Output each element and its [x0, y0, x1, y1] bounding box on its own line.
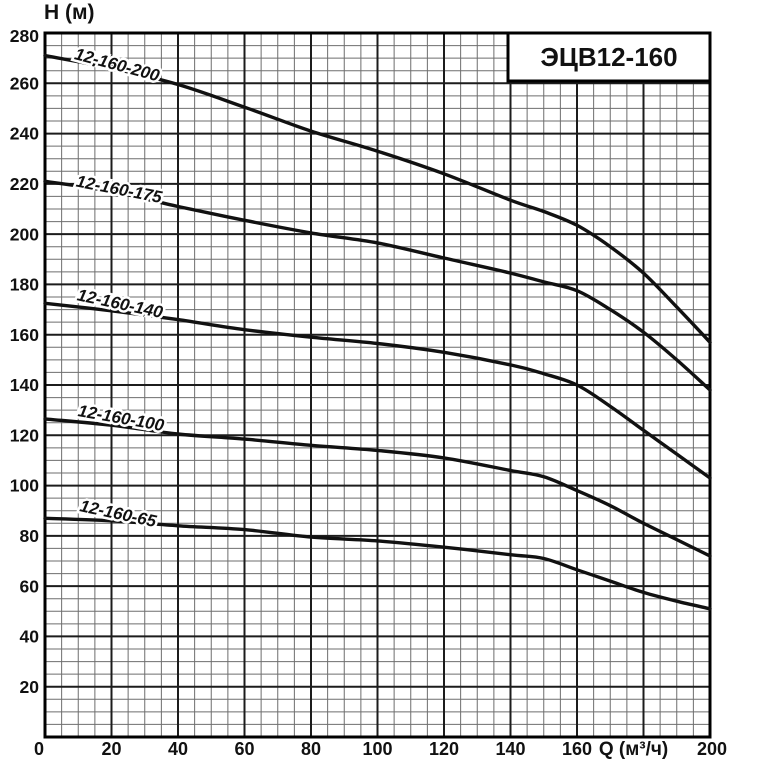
plot-border	[43, 31, 712, 739]
curve-label-12-160-140: 12-160-140	[76, 285, 166, 322]
curve-label-12-160-100: 12-160-100	[77, 401, 166, 435]
chart-title-box	[506, 31, 712, 83]
y-tick-label: 280	[10, 26, 39, 46]
curves	[43, 53, 712, 611]
curve-12-160-140	[43, 301, 712, 480]
y-tick-label: 140	[10, 375, 39, 395]
x-tick-label: 120	[429, 739, 459, 759]
curve-12-160-100	[43, 417, 712, 558]
y-tick-label: 160	[10, 325, 39, 345]
x-axis-title: Q (м³/ч)	[599, 739, 668, 760]
curve-label-12-160-200: 12-160-200	[73, 44, 162, 85]
curve-12-160-175	[43, 179, 712, 392]
x-tick-label: 80	[301, 739, 321, 759]
y-tick-label: 260	[10, 73, 39, 93]
y-tick-label: 60	[20, 576, 40, 596]
y-axis-title: Н (м)	[44, 1, 95, 24]
y-tick-label: 40	[20, 627, 40, 647]
y-tick-label: 180	[10, 275, 39, 295]
x-tick-label: 140	[495, 739, 525, 759]
curve-12-160-65	[43, 516, 712, 611]
chart-title: ЭЦВ12-160	[540, 42, 677, 72]
y-tick-label: 120	[10, 425, 39, 445]
y-tick-label: 80	[20, 526, 40, 546]
grid-major	[45, 33, 710, 737]
y-tick-label: 20	[20, 677, 40, 697]
y-tick-label: 100	[10, 476, 39, 496]
curve-12-160-200	[43, 53, 712, 344]
x-tick-label: 0	[34, 739, 44, 759]
y-tick-label: 220	[10, 174, 39, 194]
curve-labels: 12-160-200 12-160-175 12-160-140 12-160-100…	[70, 42, 168, 534]
curve-label-12-160-65: 12-160-65	[78, 496, 158, 531]
x-tick-label: 60	[234, 739, 254, 759]
x-tick-label: 20	[101, 739, 121, 759]
y-tick-label: 200	[10, 224, 39, 244]
x-tick-label: 160	[562, 739, 592, 759]
x-tick-label: 200	[697, 739, 727, 759]
y-tick-label: 240	[10, 124, 39, 144]
curve-label-12-160-175: 12-160-175	[75, 172, 165, 207]
x-tick-label: 40	[168, 739, 188, 759]
y-tick-labels: 280 260 240 220 200 180 160 140 120 100 80 60 40 20	[10, 26, 39, 697]
x-tick-label: 100	[362, 739, 392, 759]
x-tick-labels: 0 20 40 60 80 100 120 140 160 200	[34, 739, 727, 759]
